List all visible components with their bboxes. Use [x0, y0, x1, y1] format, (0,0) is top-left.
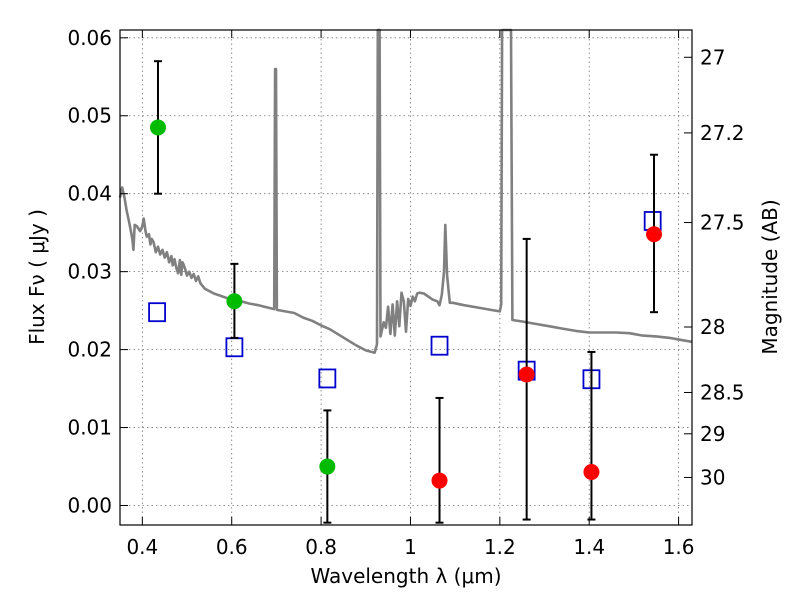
plot-frame [119, 29, 693, 526]
model-spectrum-line [118, 28, 693, 354]
y2-tick-label: 30 [700, 465, 725, 489]
observed-point [583, 463, 600, 480]
y2-tick-label: 28 [700, 315, 725, 339]
y2-tick-label: 27.2 [700, 121, 745, 145]
observed-point [518, 366, 535, 383]
y-axis-label: Flux Fν ( μJy ) [25, 209, 49, 345]
y2-tick-label: 27.5 [700, 211, 745, 235]
y-tick-label: 0.06 [67, 26, 112, 50]
y-tick-labels: 0.00 0.01 0.02 0.03 0.04 0.05 0.06 [67, 26, 112, 518]
observed-point [431, 472, 448, 489]
y-tick-label: 0.01 [67, 416, 112, 440]
x-tick-label: 1.6 [663, 535, 695, 559]
model-square-marker [225, 337, 244, 358]
x-tick-labels: 0.4 0.6 0.8 1 1.2 1.4 1.6 [126, 535, 694, 559]
observed-point [226, 293, 243, 310]
observed-point [646, 226, 663, 243]
y2-tick-label: 28.5 [700, 380, 745, 404]
y2-tick-label: 27 [700, 45, 725, 69]
y-tick-label: 0.04 [67, 182, 112, 206]
axis-ticks [120, 30, 692, 525]
y2-axis-label: Magnitude (AB) [758, 199, 782, 354]
model-photometry-squares [148, 211, 662, 390]
x-tick-label: 0.6 [216, 535, 248, 559]
model-square-marker [148, 302, 166, 323]
y-tick-label: 0.02 [67, 338, 112, 362]
grid [120, 30, 692, 525]
x-tick-label: 1.4 [573, 535, 605, 559]
observed-photometry [149, 60, 663, 524]
x-tick-label: 0.4 [126, 535, 158, 559]
observed-point [149, 119, 166, 136]
model-square-marker [318, 368, 337, 389]
x-tick-label: 0.8 [305, 535, 337, 559]
x-tick-label: 1.2 [484, 535, 516, 559]
y-tick-label: 0.00 [67, 494, 112, 518]
y2-tick-labels: 27 27.2 27.5 28 28.5 29 30 [700, 45, 745, 489]
y-tick-label: 0.05 [67, 104, 112, 128]
model-square-marker [430, 335, 449, 356]
y2-tick-label: 29 [700, 422, 725, 446]
observed-point [319, 458, 336, 475]
x-axis-label: Wavelength λ (μm) [310, 564, 501, 588]
x-tick-label: 1 [404, 535, 417, 559]
y-tick-label: 0.03 [67, 260, 112, 284]
